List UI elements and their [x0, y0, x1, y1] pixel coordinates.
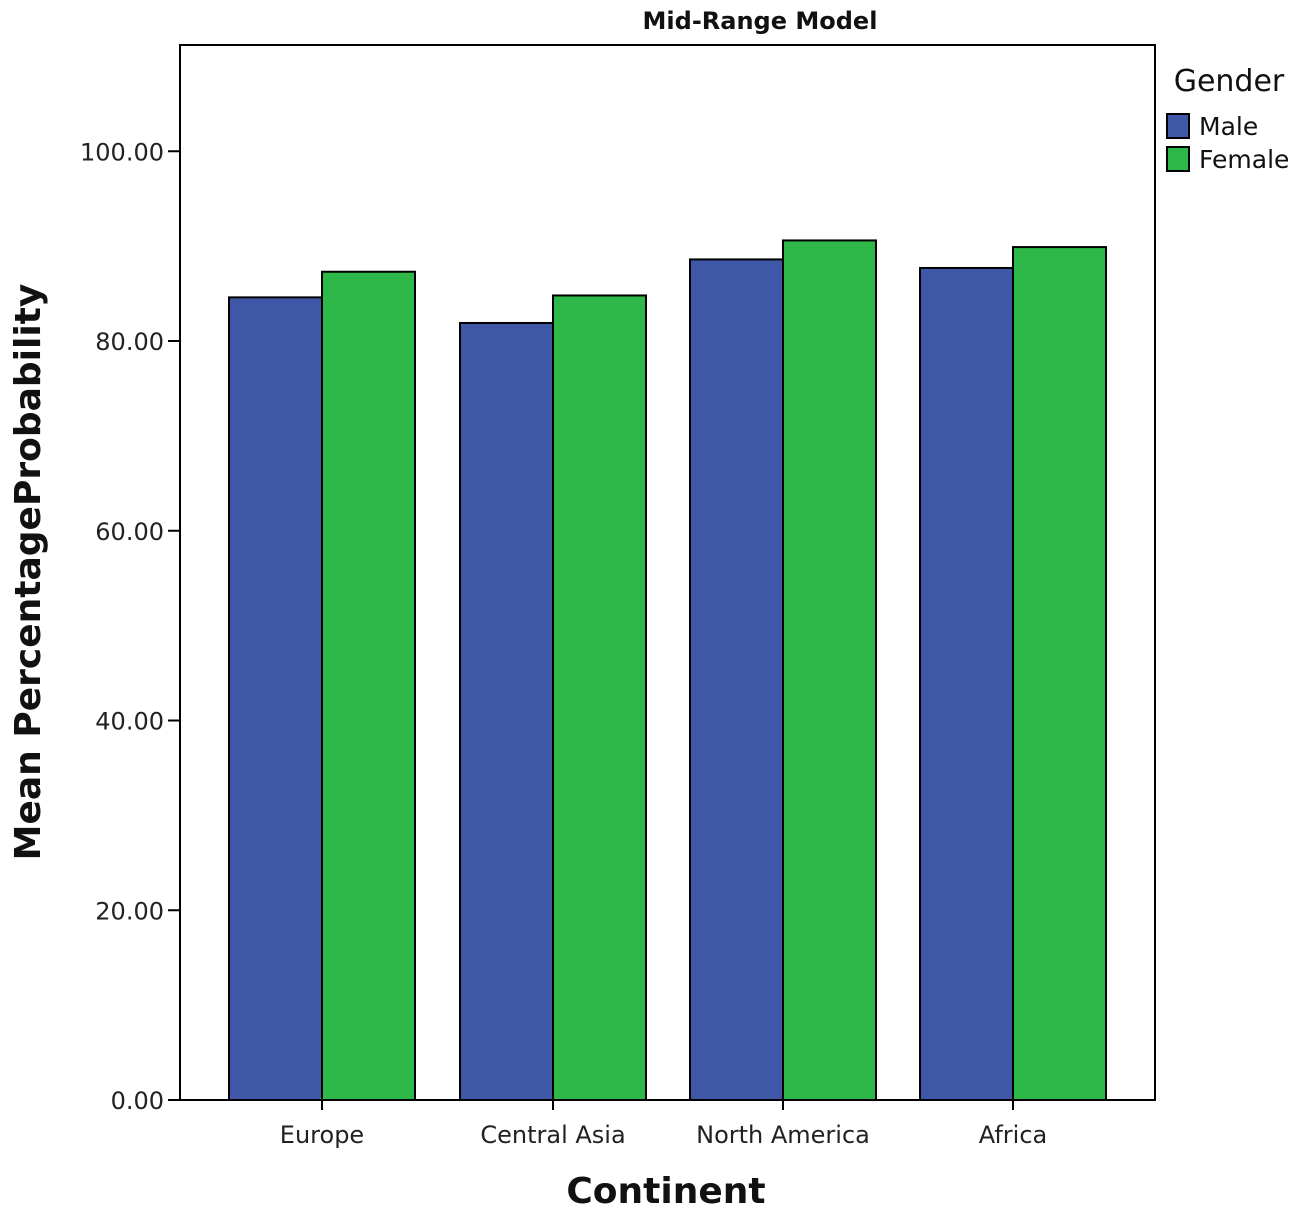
legend-swatch-female: [1166, 146, 1190, 172]
bar-africa-male: [919, 266, 1014, 1101]
y-tick-label: 40.00: [95, 708, 164, 736]
bar-europe-female: [321, 270, 416, 1102]
legend-label-male: Male: [1199, 112, 1258, 141]
bar-europe-male: [228, 296, 323, 1101]
legend-title: Gender: [1174, 64, 1285, 99]
x-tick-label: Africa: [979, 1121, 1047, 1149]
y-tick-label: 0.00: [111, 1087, 164, 1115]
y-tick-label: 60.00: [95, 518, 164, 546]
bar-central-asia-female: [552, 294, 647, 1101]
x-axis-title: Continent: [566, 1171, 765, 1212]
legend-label-female: Female: [1199, 145, 1289, 174]
legend-swatch-male: [1166, 113, 1190, 139]
x-tick-label: North America: [696, 1121, 870, 1149]
bar-north-america-female: [782, 239, 877, 1101]
chart-title: Mid-Range Model: [643, 7, 878, 35]
x-tick-label: Europe: [280, 1121, 364, 1149]
bar-north-america-male: [689, 258, 784, 1101]
y-tick-label: 20.00: [95, 897, 164, 925]
y-axis: 0.00 20.00 40.00 60.00 80.00 100.00: [80, 138, 180, 1115]
bar-central-asia-male: [459, 321, 554, 1101]
y-tick-label: 80.00: [95, 328, 164, 356]
x-tick-label: Central Asia: [480, 1121, 625, 1149]
y-tick-label: 100.00: [80, 138, 164, 166]
x-axis: Europe Central Asia North America Africa: [280, 1100, 1047, 1149]
bar-africa-female: [1012, 246, 1107, 1101]
y-axis-title: Mean PercentageProbability: [8, 284, 49, 861]
legend: Gender Male Female: [1166, 64, 1289, 174]
bars-group: [228, 239, 1107, 1102]
